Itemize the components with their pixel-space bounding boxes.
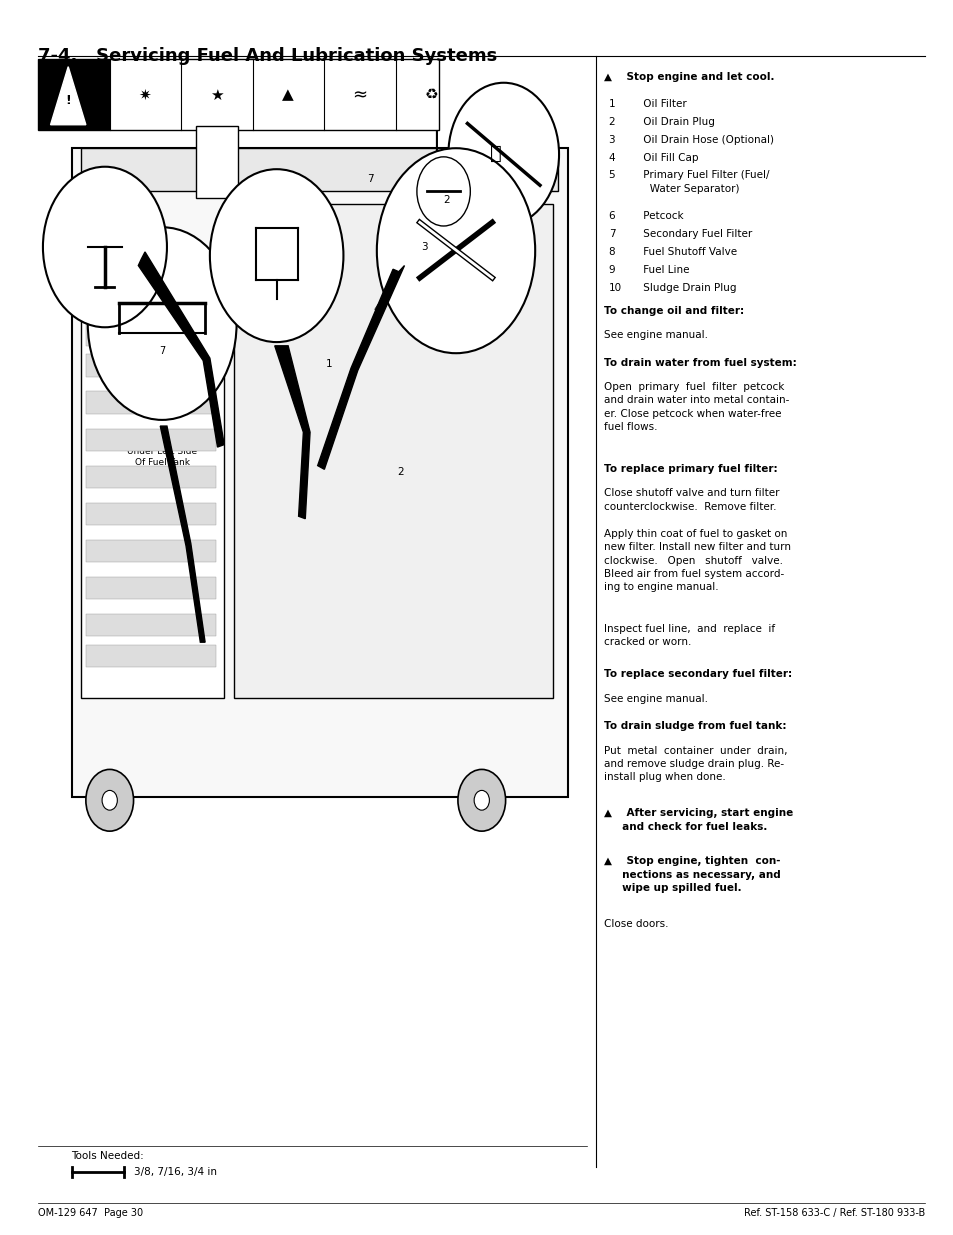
- Text: 7-4.   Servicing Fuel And Lubrication Systems: 7-4. Servicing Fuel And Lubrication Syst…: [38, 47, 497, 65]
- Circle shape: [474, 790, 489, 810]
- FancyBboxPatch shape: [86, 645, 215, 667]
- Circle shape: [457, 769, 505, 831]
- Text: 10: 10: [608, 283, 621, 293]
- Text: 6: 6: [608, 211, 615, 221]
- Text: 9: 9: [608, 264, 615, 275]
- Text: 6: 6: [238, 269, 244, 279]
- Circle shape: [102, 790, 117, 810]
- Text: 7: 7: [367, 174, 373, 184]
- Text: To drain sludge from fuel tank:: To drain sludge from fuel tank:: [603, 721, 785, 731]
- Text: Open  primary  fuel  filter  petcock
and drain water into metal contain-
er. Clo: Open primary fuel filter petcock and dra…: [603, 382, 788, 432]
- Text: Under Left Side
Of Fuel Tank: Under Left Side Of Fuel Tank: [127, 447, 197, 467]
- Text: Oil Drain Plug: Oil Drain Plug: [639, 117, 714, 127]
- Text: 1: 1: [608, 99, 615, 109]
- Text: Ref. ST-158 633-C / Ref. ST-180 933-B: Ref. ST-158 633-C / Ref. ST-180 933-B: [743, 1208, 924, 1218]
- Text: Fuel Line: Fuel Line: [639, 264, 689, 275]
- FancyBboxPatch shape: [86, 429, 215, 451]
- Text: 9: 9: [69, 251, 74, 261]
- Text: Secondary Fuel Filter: Secondary Fuel Filter: [639, 228, 752, 240]
- Text: 5: 5: [608, 170, 615, 180]
- Text: Petcock: Petcock: [639, 211, 683, 221]
- FancyBboxPatch shape: [86, 577, 215, 599]
- Circle shape: [448, 83, 558, 226]
- Text: 10: 10: [155, 429, 169, 438]
- FancyBboxPatch shape: [86, 614, 215, 636]
- Text: 3: 3: [421, 242, 427, 252]
- FancyBboxPatch shape: [195, 126, 238, 198]
- Circle shape: [86, 769, 133, 831]
- Polygon shape: [138, 252, 224, 447]
- Text: 7: 7: [608, 228, 615, 240]
- Text: 8: 8: [69, 232, 74, 242]
- Text: Fuel Shutoff Valve: Fuel Shutoff Valve: [639, 247, 737, 257]
- Circle shape: [210, 169, 343, 342]
- Text: 2: 2: [608, 117, 615, 127]
- Circle shape: [416, 157, 470, 226]
- Text: To drain water from fuel system:: To drain water from fuel system:: [603, 357, 796, 368]
- FancyBboxPatch shape: [81, 148, 558, 191]
- Text: See engine manual.: See engine manual.: [603, 694, 707, 704]
- Text: Oil Filter: Oil Filter: [639, 99, 686, 109]
- FancyBboxPatch shape: [233, 204, 553, 698]
- FancyBboxPatch shape: [38, 59, 438, 130]
- Text: 2: 2: [443, 195, 449, 205]
- Text: To change oil and filter:: To change oil and filter:: [603, 305, 743, 316]
- Text: 8: 8: [608, 247, 615, 257]
- FancyBboxPatch shape: [71, 148, 567, 797]
- Text: Put  metal  container  under  drain,
and remove sludge drain plug. Re-
install p: Put metal container under drain, and rem…: [603, 746, 786, 782]
- Text: 1: 1: [326, 359, 332, 369]
- Polygon shape: [160, 426, 205, 642]
- Text: See engine manual.: See engine manual.: [603, 330, 707, 341]
- Text: Apply thin coat of fuel to gasket on
new filter. Install new filter and turn
clo: Apply thin coat of fuel to gasket on new…: [603, 529, 790, 592]
- Text: Primary Fuel Filter (Fuel/
   Water Separator): Primary Fuel Filter (Fuel/ Water Separat…: [639, 170, 769, 194]
- FancyBboxPatch shape: [86, 391, 215, 414]
- Text: 2: 2: [397, 467, 403, 477]
- Text: 4: 4: [374, 304, 379, 314]
- Text: ▲    Stop engine, tighten  con-
     nections as necessary, and
     wipe up spi: ▲ Stop engine, tighten con- nections as …: [603, 856, 780, 893]
- Text: Oil Fill Cap: Oil Fill Cap: [639, 153, 698, 163]
- Polygon shape: [274, 346, 310, 519]
- Circle shape: [43, 167, 167, 327]
- FancyBboxPatch shape: [86, 503, 215, 525]
- Circle shape: [88, 227, 236, 420]
- Text: Oil Drain Hose (Optional): Oil Drain Hose (Optional): [639, 135, 773, 144]
- Text: 7: 7: [159, 346, 165, 356]
- Text: Close shutoff valve and turn filter
counterclockwise.  Remove filter.: Close shutoff valve and turn filter coun…: [603, 488, 779, 511]
- Polygon shape: [317, 266, 404, 469]
- FancyBboxPatch shape: [86, 324, 215, 346]
- Text: 5: 5: [238, 246, 244, 256]
- Text: 4: 4: [608, 153, 615, 163]
- Text: Close doors.: Close doors.: [603, 919, 668, 929]
- Text: ✷: ✷: [138, 88, 152, 103]
- Polygon shape: [51, 67, 86, 125]
- Text: ▲: ▲: [282, 88, 294, 103]
- Text: 3/8, 7/16, 3/4 in: 3/8, 7/16, 3/4 in: [133, 1167, 216, 1177]
- Text: Tools Needed:: Tools Needed:: [71, 1151, 144, 1161]
- Text: ▲    After servicing, start engine
     and check for fuel leaks.: ▲ After servicing, start engine and chec…: [603, 808, 792, 831]
- Text: !: !: [65, 94, 71, 106]
- Text: Valve Open: Valve Open: [79, 207, 131, 216]
- Text: OM-129 647  Page 30: OM-129 647 Page 30: [38, 1208, 143, 1218]
- Text: ♻: ♻: [424, 88, 437, 103]
- Text: 3: 3: [608, 135, 615, 144]
- Text: ▲    Stop engine and let cool.: ▲ Stop engine and let cool.: [603, 72, 774, 82]
- Circle shape: [376, 148, 535, 353]
- FancyBboxPatch shape: [86, 466, 215, 488]
- FancyBboxPatch shape: [86, 354, 215, 377]
- Text: To replace primary fuel filter:: To replace primary fuel filter:: [603, 463, 777, 474]
- FancyBboxPatch shape: [81, 259, 224, 698]
- Text: ⛔: ⛔: [490, 143, 501, 163]
- Text: Inspect fuel line,  and  replace  if
cracked or worn.: Inspect fuel line, and replace if cracke…: [603, 624, 774, 647]
- Text: Sludge Drain Plug: Sludge Drain Plug: [639, 283, 736, 293]
- FancyBboxPatch shape: [86, 540, 215, 562]
- Text: To replace secondary fuel filter:: To replace secondary fuel filter:: [603, 669, 791, 679]
- Text: ≈: ≈: [352, 86, 367, 104]
- Text: ★: ★: [210, 88, 223, 103]
- FancyBboxPatch shape: [38, 59, 110, 130]
